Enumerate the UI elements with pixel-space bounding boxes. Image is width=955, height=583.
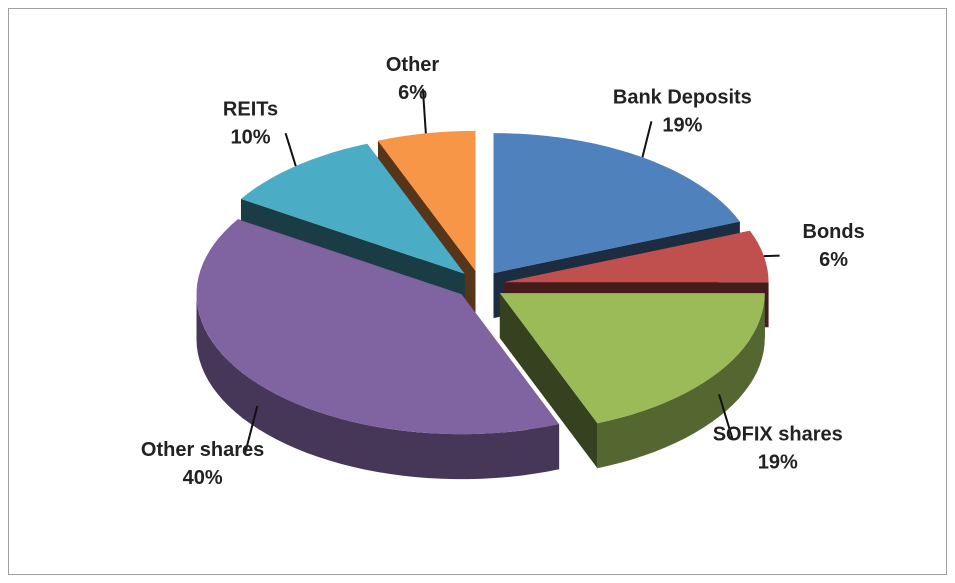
leader-line: [421, 88, 427, 134]
data-label-value: 6%: [819, 249, 848, 271]
slice: [493, 133, 740, 274]
leader-line: [718, 393, 734, 439]
data-label-name: Other: [386, 54, 440, 76]
data-label-value: 19%: [662, 115, 702, 137]
data-label-value: 10%: [231, 126, 271, 148]
slice-wall: [597, 293, 765, 469]
slice: [377, 130, 476, 271]
slice-group: [196, 219, 560, 480]
data-label-name: Other shares: [141, 439, 264, 461]
data-label-value: 19%: [758, 451, 798, 473]
data-label-value: 6%: [398, 82, 427, 104]
data-label-name: Bonds: [803, 221, 865, 243]
data-label-value: 40%: [183, 467, 223, 489]
data-label-name: SOFIX shares: [713, 423, 843, 445]
slice: [196, 219, 560, 435]
leader-line: [641, 121, 653, 158]
data-label-name: REITs: [223, 98, 278, 120]
slice-group: [499, 293, 765, 469]
leader-line: [244, 405, 259, 455]
data-label-name: Bank Deposits: [613, 87, 752, 109]
chart-frame: [8, 8, 947, 575]
slice: [499, 293, 765, 424]
slice-wall: [196, 294, 560, 480]
slice: [241, 143, 465, 274]
slice-side: [499, 293, 598, 469]
leader-line: [284, 132, 297, 167]
slice: [503, 230, 769, 283]
